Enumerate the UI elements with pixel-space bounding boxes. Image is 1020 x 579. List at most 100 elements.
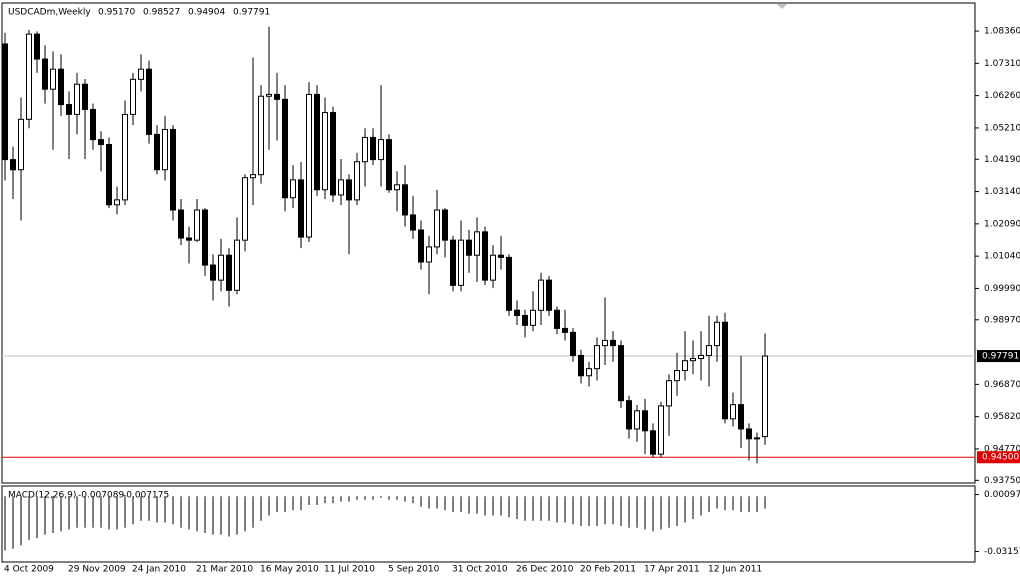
candle-body <box>666 380 672 407</box>
y-tick-label: 1.08360 <box>984 27 1020 37</box>
candle-body <box>578 354 584 377</box>
candle-body <box>266 93 272 97</box>
y-tick-label: 0.98970 <box>984 315 1020 325</box>
candle-body <box>226 254 232 291</box>
candle-body <box>714 321 720 347</box>
candle-body <box>34 33 40 60</box>
x-tick-label: 11 Jul 2010 <box>324 565 375 575</box>
y-tick-label: 0.95820 <box>984 412 1020 422</box>
candle-body <box>242 177 248 241</box>
candle-body <box>346 179 352 201</box>
candle-body <box>130 78 136 115</box>
candle-body <box>642 410 648 432</box>
candle-body <box>490 254 496 281</box>
x-tick-label: 20 Feb 2011 <box>580 565 636 575</box>
candle-body <box>610 339 616 347</box>
x-tick-label: 24 Jan 2010 <box>132 565 186 575</box>
y-tick-label: 0.96870 <box>984 380 1020 390</box>
level-label: 0.94500 <box>982 453 1019 463</box>
candle-body <box>370 136 376 161</box>
y-tick-label: 1.04190 <box>984 155 1020 165</box>
candle-body <box>602 339 608 347</box>
candle-body <box>418 229 424 263</box>
candle-body <box>74 83 80 115</box>
candle-body <box>306 93 312 238</box>
candle-body <box>754 437 760 440</box>
main-window <box>1 2 976 484</box>
candle-body <box>530 309 536 326</box>
candle-body <box>26 33 32 120</box>
candle-body <box>18 118 24 171</box>
x-tick-label: 5 Sep 2010 <box>388 565 440 575</box>
candle-body <box>586 368 592 377</box>
x-tick-label: 4 Oct 2009 <box>4 565 54 575</box>
candle-body <box>218 254 224 281</box>
candle-body <box>538 279 544 311</box>
candle-body <box>450 239 456 286</box>
candle-body <box>194 209 200 241</box>
candle-body <box>274 93 280 100</box>
candle-body <box>738 404 744 430</box>
candle-body <box>722 321 728 420</box>
level-box <box>977 451 1020 464</box>
y-tick-label: 1.03140 <box>984 187 1020 197</box>
shift-marker <box>777 4 787 9</box>
candle-body <box>10 159 16 171</box>
candle-body <box>50 68 56 90</box>
candle-body <box>402 184 408 216</box>
candle-body <box>338 179 344 196</box>
ohlc-value: 0.98527 <box>143 8 180 18</box>
x-tick-label: 12 Jun 2011 <box>708 565 762 575</box>
candle-body <box>98 139 104 146</box>
x-tick-label: 29 Nov 2009 <box>68 565 126 575</box>
chart-title: USDCADm,Weekly <box>8 8 91 18</box>
candle-body <box>210 264 216 281</box>
candle-body <box>746 428 752 440</box>
y-tick-label: 0.99990 <box>984 284 1020 294</box>
candle-body <box>498 254 504 258</box>
candle-body <box>410 214 416 231</box>
x-tick-label: 21 Mar 2010 <box>196 565 253 575</box>
candle-body <box>474 231 480 256</box>
candle-body <box>394 184 400 191</box>
candle-body <box>634 410 640 430</box>
y-tick-label: 0.94770 <box>984 444 1020 454</box>
candle-body <box>138 68 144 80</box>
candle-body <box>162 128 168 171</box>
candle-body <box>170 128 176 211</box>
ohlc-value: 0.95170 <box>98 8 135 18</box>
candle-body <box>690 358 696 362</box>
candle-body <box>426 246 432 263</box>
candle-body <box>650 430 656 455</box>
candle-body <box>186 237 192 241</box>
candle-body <box>354 161 360 201</box>
candle-body <box>554 309 560 329</box>
candle-body <box>546 279 552 311</box>
candle-body <box>466 239 472 256</box>
x-tick-label: 17 Apr 2011 <box>644 565 700 575</box>
y-tick-label: 1.01040 <box>984 252 1020 262</box>
candle-body <box>506 256 512 311</box>
y-tick-label: 0.000977 <box>984 490 1020 500</box>
candle-body <box>82 83 88 110</box>
macd-title: MACD(12,26,9) <box>8 491 76 501</box>
candle-body <box>114 199 120 206</box>
macd-window <box>1 485 976 563</box>
candle-body <box>42 58 48 90</box>
x-tick-label: 16 May 2010 <box>260 565 319 575</box>
candle-body <box>514 309 520 316</box>
candle-body <box>66 104 72 115</box>
candle-body <box>674 370 680 382</box>
macd-value: -0.007089 <box>78 491 124 501</box>
candle-body <box>442 209 448 241</box>
current-price-box <box>977 350 1020 363</box>
candle-body <box>658 405 664 455</box>
y-tick-label: 1.07310 <box>984 59 1020 69</box>
candle-body <box>122 113 128 201</box>
ohlc-value: 0.94904 <box>188 8 225 18</box>
candle-body <box>570 331 576 356</box>
macd-value: -0.007175 <box>123 491 169 501</box>
candle-body <box>594 345 600 370</box>
